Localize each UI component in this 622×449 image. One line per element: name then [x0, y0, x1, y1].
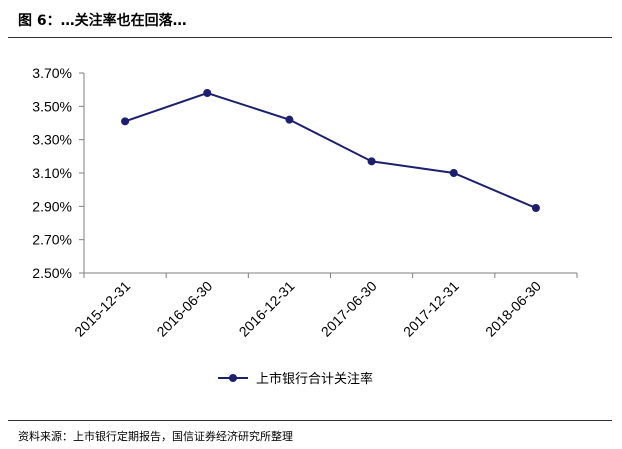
data-point	[449, 169, 458, 177]
source-note: 资料来源：上市银行定期报告，国信证券经济研究所整理	[18, 430, 293, 443]
data-point	[531, 204, 540, 212]
data-point	[121, 117, 130, 126]
legend-label: 上市银行合计关注率	[256, 371, 373, 387]
y-tick-label: 3.30%	[32, 132, 72, 148]
legend-swatch-marker	[229, 374, 237, 382]
x-tick-label: 2016-12-31	[236, 278, 298, 340]
y-tick-label: 3.10%	[32, 165, 72, 181]
y-tick-label: 3.70%	[32, 65, 72, 81]
series-line	[124, 91, 537, 209]
x-tick-label: 2017-12-31	[400, 278, 462, 340]
x-tick-label: 2018-06-30	[482, 278, 544, 340]
y-tick-label: 3.50%	[32, 98, 72, 114]
data-point	[367, 157, 376, 166]
x-tick-label: 2017-06-30	[318, 278, 380, 340]
y-tick-label: 2.50%	[32, 265, 72, 281]
y-tick-label: 2.90%	[32, 198, 72, 214]
top-rule	[8, 37, 612, 38]
x-tick-label: 2016-06-30	[153, 278, 215, 340]
x-tick-label: 2015-12-31	[71, 278, 133, 340]
y-tick-label: 2.70%	[32, 232, 72, 248]
data-point	[203, 89, 212, 97]
bottom-rule	[8, 420, 612, 421]
data-point	[285, 115, 294, 124]
figure-title: 图 6：…关注率也在回落…	[18, 13, 187, 29]
